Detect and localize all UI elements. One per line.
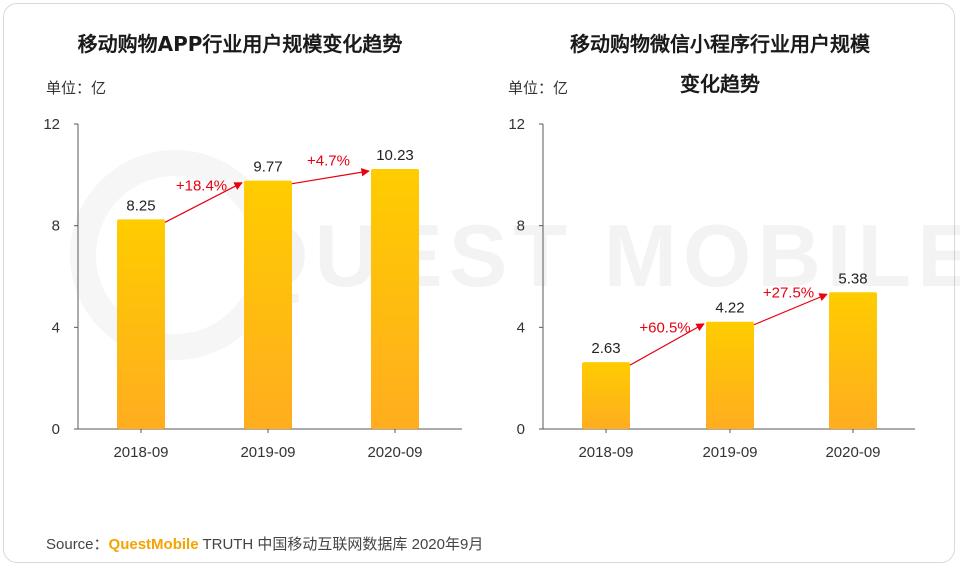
- chart-1-y-tick-label: 12: [43, 116, 60, 133]
- chart-2-bar-2020-09: [829, 292, 877, 429]
- chart-1-growth-arrow: [164, 182, 243, 223]
- source-brand: QuestMobile: [108, 536, 199, 553]
- chart-1-bar-2019-09: [244, 180, 292, 429]
- chart-1-y-tick-label: 4: [52, 319, 60, 336]
- chart-2-x-tick-label: 2020-09: [825, 444, 880, 461]
- chart-1-growth-arrow: [291, 168, 370, 185]
- chart-2-y-tick-label: 8: [517, 218, 525, 235]
- chart-2-value-label: 5.38: [838, 270, 867, 287]
- chart-2-y-tick-label: 4: [517, 319, 525, 336]
- chart-2-title: 移动购物微信小程序行业用户规模 变化趋势: [520, 24, 920, 104]
- chart-1-x-tick-label: 2019-09: [240, 444, 295, 461]
- source-note: Source：QuestMobile TRUTH 中国移动互联网数据库 2020…: [46, 533, 483, 554]
- chart-2-value-label: 4.22: [715, 300, 744, 317]
- chart-1-value-label: 9.77: [253, 159, 282, 176]
- chart-2-growth-label: +60.5%: [639, 319, 690, 336]
- chart-2-x-tick-label: 2018-09: [578, 444, 633, 461]
- chart-1-x-tick-label: 2018-09: [113, 444, 168, 461]
- chart-1-title: 移动购物APP行业用户规模变化趋势: [40, 24, 440, 64]
- chart-1-x-tick-label: 2020-09: [367, 444, 422, 461]
- source-prefix: Source：: [46, 536, 109, 553]
- chart-1-y-tick-label: 0: [52, 421, 60, 438]
- chart-1-growth-label: +4.7%: [307, 152, 350, 169]
- chart-2-growth-arrow: [629, 323, 705, 366]
- chart-2-y-tick-label: 0: [517, 421, 525, 438]
- source-suffix: TRUTH 中国移动互联网数据库 2020年9月: [198, 536, 484, 553]
- chart-2-title-line-1: 移动购物微信小程序行业用户规模: [570, 32, 870, 56]
- chart-1-title-line: 移动购物APP行业用户规模变化趋势: [77, 32, 403, 56]
- figure-frame: [3, 3, 955, 563]
- chart-2-bar-2019-09: [706, 321, 754, 429]
- chart-1-value-label: 10.23: [376, 147, 414, 164]
- chart-2-y-tick-label: 12: [508, 116, 525, 133]
- chart-2-unit: 单位：亿: [508, 79, 569, 97]
- chart-2-value-label: 2.63: [591, 340, 620, 357]
- chart-1-value-label: 8.25: [126, 197, 155, 214]
- chart-1-bar-2020-09: [371, 168, 419, 430]
- chart-2-x-tick-label: 2019-09: [702, 444, 757, 461]
- chart-1-bar-2018-09: [117, 219, 165, 429]
- chart-1-unit: 单位：亿: [46, 79, 107, 97]
- chart-2-growth-arrow: [753, 293, 828, 326]
- chart-2-growth-label: +27.5%: [763, 285, 814, 302]
- chart-1-y-tick-label: 8: [52, 218, 60, 235]
- chart-1-growth-label: +18.4%: [176, 177, 227, 194]
- chart-2-title-line-2: 变化趋势: [680, 72, 760, 96]
- chart-2-bar-2018-09: [582, 362, 630, 429]
